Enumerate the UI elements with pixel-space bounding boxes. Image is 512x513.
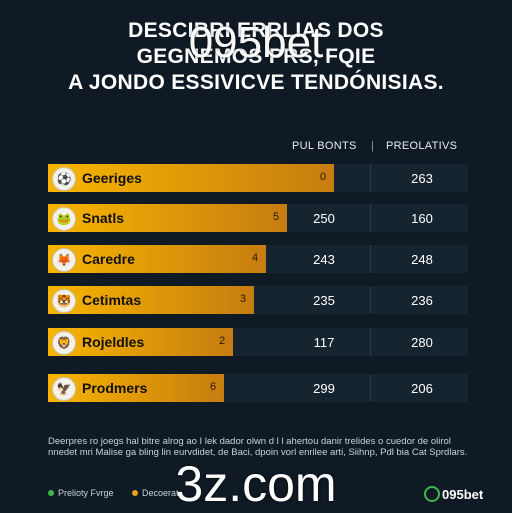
bar: [48, 245, 266, 273]
cell-value-1: 299: [313, 381, 335, 396]
watermark-bottom: 3z.com: [175, 456, 337, 512]
team-crest-icon: 🐯: [52, 289, 76, 313]
title-line-2: GEGNEMOS PRS, FQIE: [136, 45, 376, 68]
cell-value-1: 243: [313, 252, 335, 267]
table-row: 🐸 Snatls 5 250 160: [48, 204, 468, 232]
team-crest-icon: 🦅: [52, 377, 76, 401]
column-header-1: PUL BONTS: [292, 140, 357, 152]
brand-logo: 095bet: [424, 486, 483, 502]
cell-value-1: 235: [313, 293, 335, 308]
title-line-3: A JONDO ESSIVICVE TENDÓNISIAS.: [68, 71, 444, 94]
footnote: Deerpres ro joegs hal bitre alrog ao I l…: [48, 436, 468, 458]
brand-ring-icon: [424, 486, 440, 502]
table-row: 🦊 Caredre 4 243 248: [48, 245, 468, 273]
category-label: Cetimtas: [82, 292, 142, 308]
legend-item-2: Decoerat: [132, 488, 179, 498]
bar-data-label: 3: [240, 293, 247, 305]
cell-divider: [370, 204, 371, 232]
cell-divider: [370, 328, 371, 356]
category-label: Caredre: [82, 251, 135, 267]
cell-value-2: 236: [411, 293, 433, 308]
cell-value-2: 160: [411, 211, 433, 226]
bar-data-label: 4: [252, 252, 259, 264]
table-row: 🦁 Rojeldles 2 117 280: [48, 328, 468, 356]
watermark-top: 095bet: [188, 18, 324, 67]
table-row: 🦅 Prodmers 6 299 206: [48, 374, 468, 402]
category-label: Prodmers: [82, 380, 148, 396]
table-row: ⚽ Geeriges 0 263: [48, 164, 468, 192]
category-label: Rojeldles: [82, 334, 145, 350]
column-separator: |: [371, 140, 375, 152]
bar-data-label: 6: [210, 381, 217, 393]
brand-text: 095bet: [442, 486, 484, 502]
legend-label-1: Prelioty Fvrge: [58, 488, 114, 498]
bar: [48, 164, 334, 192]
cell-divider: [370, 245, 371, 273]
bar: [48, 328, 233, 356]
legend-dot-icon: [48, 490, 54, 496]
cell-value-2: 206: [411, 381, 433, 396]
bar: [48, 286, 254, 314]
cell-value-1: 250: [313, 211, 335, 226]
legend-label-2: Decoerat: [142, 488, 179, 498]
team-crest-icon: 🦊: [52, 248, 76, 272]
cell-value-1: 117: [313, 335, 335, 350]
chart-title: DESCIBRI ERRLIAS DOS GEGNEMOS PRS, FQIE …: [0, 18, 512, 96]
cell-divider: [370, 374, 371, 402]
title-line-1: DESCIBRI ERRLIAS DOS: [128, 19, 384, 42]
cell-value-2: 280: [411, 335, 433, 350]
bar-data-label: 0: [320, 171, 327, 183]
cell-value-2: 248: [411, 252, 433, 267]
legend-dot-icon: [132, 490, 138, 496]
cell-value-2: 263: [411, 171, 433, 186]
column-header-2: PREOLATIVS: [386, 140, 458, 152]
bar: [48, 204, 287, 232]
team-crest-icon: ⚽: [52, 167, 76, 191]
table-row: 🐯 Cetimtas 3 235 236: [48, 286, 468, 314]
category-label: Geeriges: [82, 170, 142, 186]
category-label: Snatls: [82, 210, 125, 226]
team-crest-icon: 🐸: [52, 207, 76, 231]
bar: [48, 374, 224, 402]
cell-divider: [370, 286, 371, 314]
bar-data-label: 2: [219, 335, 226, 347]
legend-item-1: Prelioty Fvrge: [48, 488, 114, 498]
team-crest-icon: 🦁: [52, 331, 76, 355]
bar-data-label: 5: [273, 211, 280, 223]
cell-divider: [370, 164, 371, 192]
